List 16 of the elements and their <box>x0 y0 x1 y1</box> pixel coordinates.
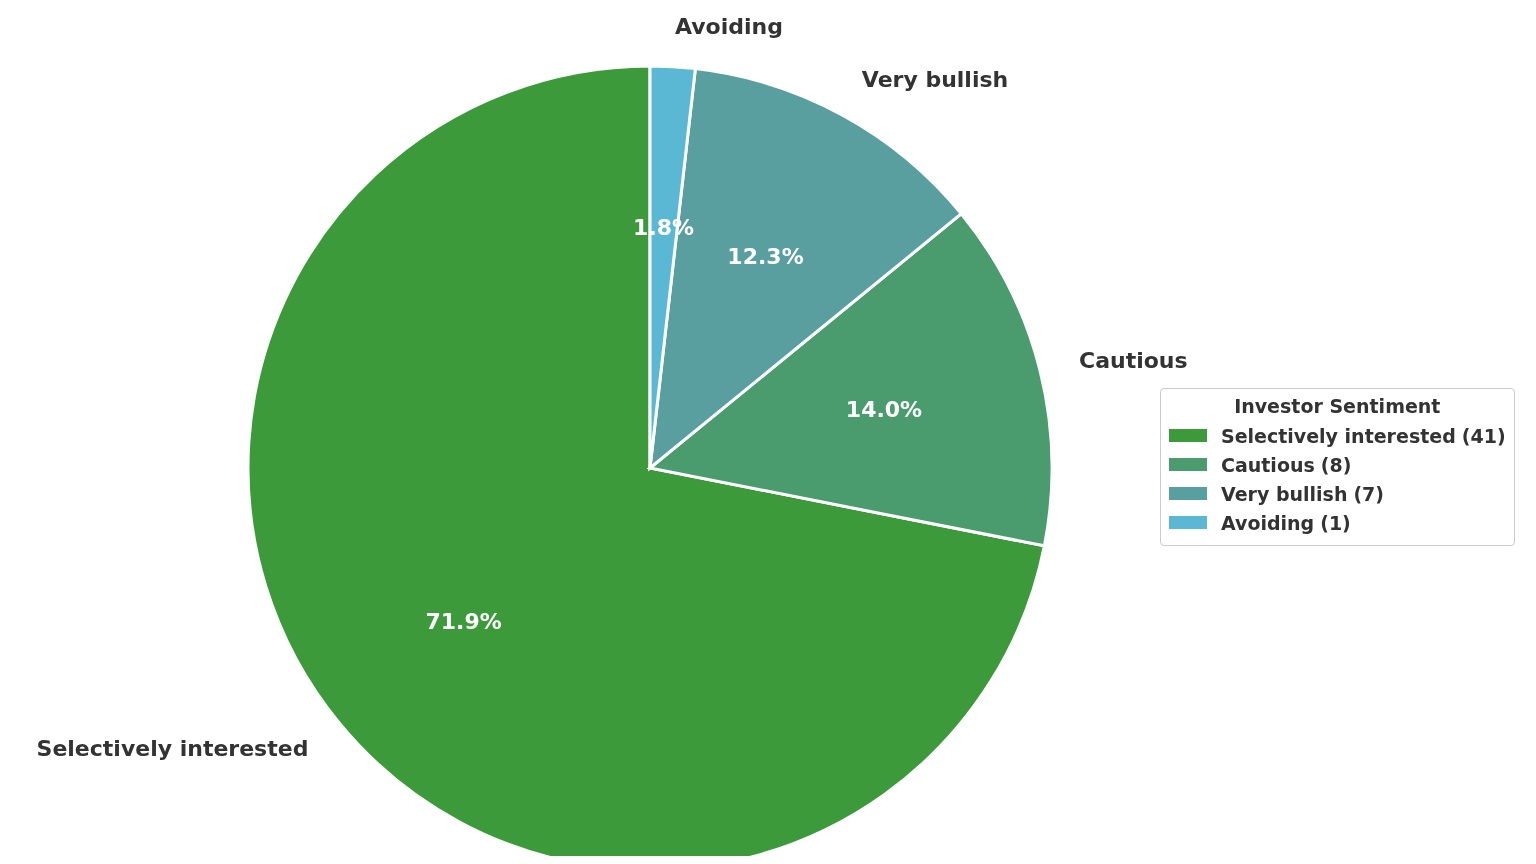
data-label: 71.9% <box>425 608 502 634</box>
legend-label: Avoiding <box>1221 511 1315 534</box>
text: (41) <box>1461 424 1506 447</box>
text: (1) <box>1320 511 1351 534</box>
slice-label: Cautious <box>1078 348 1188 374</box>
legend-label: Very bullish <box>1221 482 1348 505</box>
legend-title: Investor Sentiment <box>1233 395 1442 417</box>
legend-label: Selectively interested <box>1221 424 1456 447</box>
data-label: 12.3% <box>727 243 804 269</box>
text: (8) <box>1320 453 1352 476</box>
data-label: 14.0% <box>845 396 923 422</box>
slice-label: Very bullish <box>861 67 1009 93</box>
legend-label: Cautious <box>1221 453 1315 476</box>
slice-label: Selectively interested <box>36 736 309 762</box>
text: (7) <box>1353 482 1385 505</box>
slice-label: Avoiding <box>674 14 783 40</box>
